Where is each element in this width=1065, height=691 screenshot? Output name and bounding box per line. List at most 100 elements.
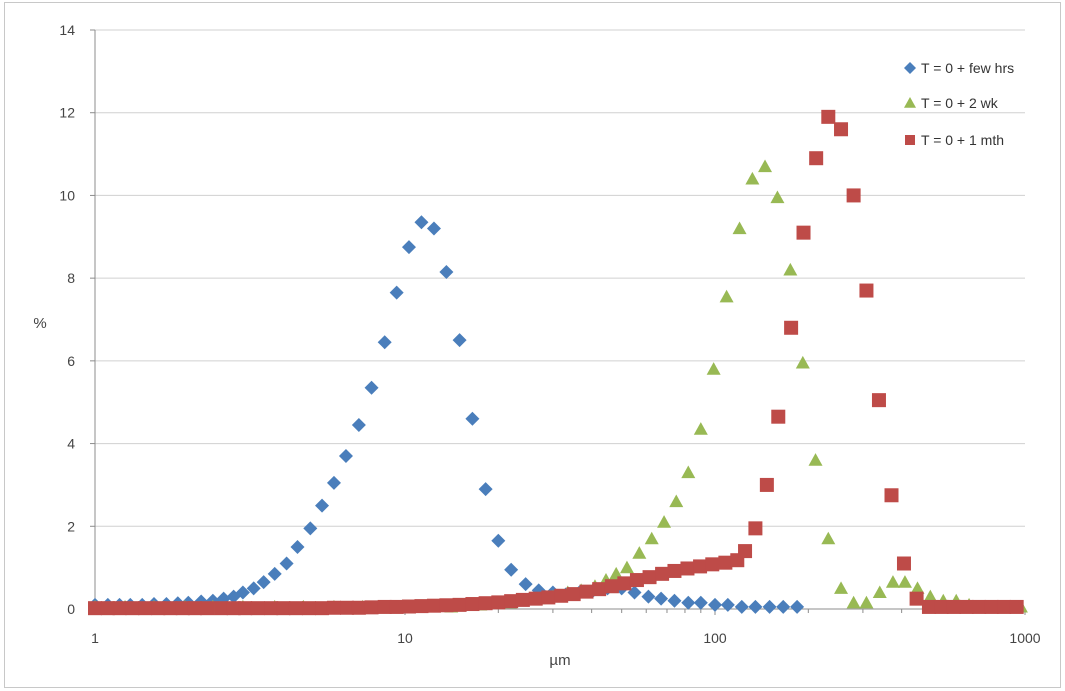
diamond-data-point	[654, 591, 669, 606]
triangle-data-point	[872, 585, 887, 599]
square-data-point	[541, 590, 556, 605]
square-data-point	[238, 601, 253, 616]
diamond-data-point	[364, 380, 379, 395]
square-data-point	[748, 521, 763, 536]
square-data-point	[821, 109, 836, 124]
data-points	[88, 109, 1028, 616]
square-data-point	[959, 599, 974, 614]
diamond-data-point	[279, 556, 294, 571]
square-data-point	[491, 595, 506, 610]
square-data-point	[401, 599, 416, 614]
square-data-point	[187, 601, 202, 616]
triangle-data-point	[693, 422, 708, 435]
square-data-point	[759, 477, 774, 492]
square-data-point	[705, 557, 720, 572]
diamond-data-point	[748, 599, 763, 614]
diamond-data-point	[303, 521, 318, 536]
square-data-point	[946, 599, 961, 614]
square-data-point	[426, 598, 441, 613]
square-data-point	[163, 601, 178, 616]
legend-label: T = 0 + 1 mth	[921, 132, 1004, 148]
square-data-point	[326, 600, 341, 615]
diamond-data-point	[235, 585, 250, 600]
square-data-point	[718, 555, 733, 570]
square-data-point	[100, 601, 115, 616]
square-data-point	[504, 594, 519, 609]
legend-label: T = 0 + few hrs	[921, 60, 1014, 76]
diamond-data-point	[351, 417, 366, 432]
square-data-point	[276, 601, 291, 616]
square-data-point	[414, 599, 429, 614]
y-tick-label: 14	[59, 22, 75, 38]
legend-diamond-marker	[904, 62, 916, 74]
diamond-data-point	[667, 593, 682, 608]
triangle-data-point	[859, 595, 874, 609]
triangle-data-point	[770, 190, 785, 204]
y-tick-label: 0	[67, 601, 75, 617]
legend-item: T = 0 + 2 wk	[904, 95, 999, 111]
diamond-data-point	[762, 599, 777, 614]
diamond-data-point	[267, 566, 282, 581]
series-3-points	[88, 109, 1024, 616]
square-data-point	[809, 151, 824, 166]
square-data-point	[125, 601, 140, 616]
legend-label: T = 0 + 2 wk	[921, 95, 999, 111]
square-data-point	[214, 601, 229, 616]
legend-item: T = 0 + 1 mth	[905, 132, 1004, 148]
y-tick-label: 12	[59, 105, 75, 121]
y-tick-label: 6	[67, 353, 75, 369]
square-data-point	[934, 599, 949, 614]
triangle-data-point	[783, 262, 798, 276]
triangle-data-point	[681, 465, 696, 479]
triangle-data-point	[619, 560, 634, 574]
square-data-point	[340, 600, 355, 615]
triangle-data-point	[846, 595, 861, 609]
x-tick-label: 100	[703, 630, 727, 646]
legend: T = 0 + few hrs T = 0 + 2 wk T = 0 + 1 mth	[904, 60, 1014, 148]
diamond-data-point	[338, 448, 353, 463]
square-data-point	[439, 598, 454, 613]
square-data-point	[884, 488, 899, 503]
x-tick-label: 1000	[1009, 630, 1040, 646]
triangle-data-point	[910, 581, 925, 594]
square-data-point	[859, 283, 874, 298]
triangle-data-point	[821, 531, 836, 545]
square-data-point	[796, 225, 811, 240]
square-data-point	[200, 601, 215, 616]
square-data-point	[389, 599, 404, 614]
square-data-point	[972, 599, 987, 614]
square-data-point	[138, 601, 153, 616]
triangle-data-point	[632, 546, 647, 559]
diamond-data-point	[641, 589, 656, 604]
square-data-point	[88, 601, 102, 616]
square-data-point	[351, 600, 366, 615]
triangle-data-point	[719, 289, 734, 303]
axes: 0 2 4 6 8 10 12 14 1 10 100 1000	[59, 22, 1040, 646]
square-data-point	[771, 409, 786, 424]
square-data-point	[364, 600, 379, 615]
x-axis-title: µm	[549, 652, 570, 669]
diamond-data-point	[401, 240, 416, 255]
square-data-point	[112, 601, 127, 616]
triangle-data-point	[669, 494, 684, 508]
square-data-point	[984, 599, 999, 614]
triangle-data-point	[732, 221, 747, 235]
y-tick-label: 4	[67, 436, 75, 452]
gridlines	[95, 29, 1025, 527]
diamond-data-point	[426, 221, 441, 236]
square-data-point	[629, 573, 644, 588]
y-tick-label: 8	[67, 270, 75, 286]
legend-triangle-marker	[904, 97, 916, 108]
square-data-point	[642, 570, 657, 585]
square-data-point	[288, 601, 303, 616]
y-axis-title: %	[33, 315, 46, 332]
square-data-point	[871, 393, 886, 408]
square-data-point	[478, 596, 493, 611]
square-data-point	[301, 601, 316, 616]
square-data-point	[579, 584, 594, 599]
diamond-data-point	[790, 599, 805, 614]
square-data-point	[452, 597, 467, 612]
square-data-point	[377, 599, 392, 614]
square-data-point	[592, 582, 607, 597]
triangle-data-point	[657, 515, 672, 528]
